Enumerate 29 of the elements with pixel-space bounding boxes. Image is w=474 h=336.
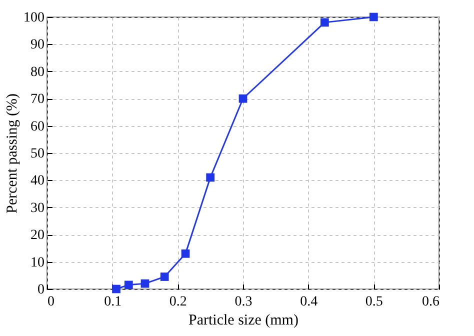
point [206, 173, 215, 182]
point [238, 94, 248, 103]
point [369, 12, 378, 22]
y-tick-label: 60 [30, 119, 44, 134]
y-tick-label: 40 [30, 174, 44, 189]
y-tick-label: 20 [30, 228, 44, 244]
x-tick-label: 0.1 [104, 294, 122, 310]
y-tick-label: 80 [30, 64, 44, 80]
point [140, 279, 150, 288]
point [124, 280, 133, 290]
x-tick-label: 0 [48, 294, 54, 310]
y-tick-label: 70 [30, 92, 44, 108]
x-tick-label: 0.3 [234, 294, 252, 310]
point [181, 249, 190, 258]
x-tick-label: 0.4 [300, 294, 318, 310]
y-tick-label: 30 [30, 200, 44, 216]
y-tick-label: 90 [30, 38, 44, 53]
point [112, 284, 120, 294]
y-tick-label: 50 [30, 146, 44, 162]
x-tick-label: 0.6 [422, 294, 440, 310]
y-tick-label: 10 [30, 255, 44, 270]
x-tick-label: 0.2 [169, 294, 187, 310]
y-axis-title: Percent passing (%) [4, 94, 20, 214]
point [160, 272, 169, 281]
y-tick-label: 100 [24, 10, 44, 26]
point [320, 18, 329, 27]
y-tick-label: 0 [38, 282, 44, 298]
x-tick-label: 0.5 [365, 294, 383, 310]
x-axis-title: Particle size (mm) [188, 312, 298, 328]
